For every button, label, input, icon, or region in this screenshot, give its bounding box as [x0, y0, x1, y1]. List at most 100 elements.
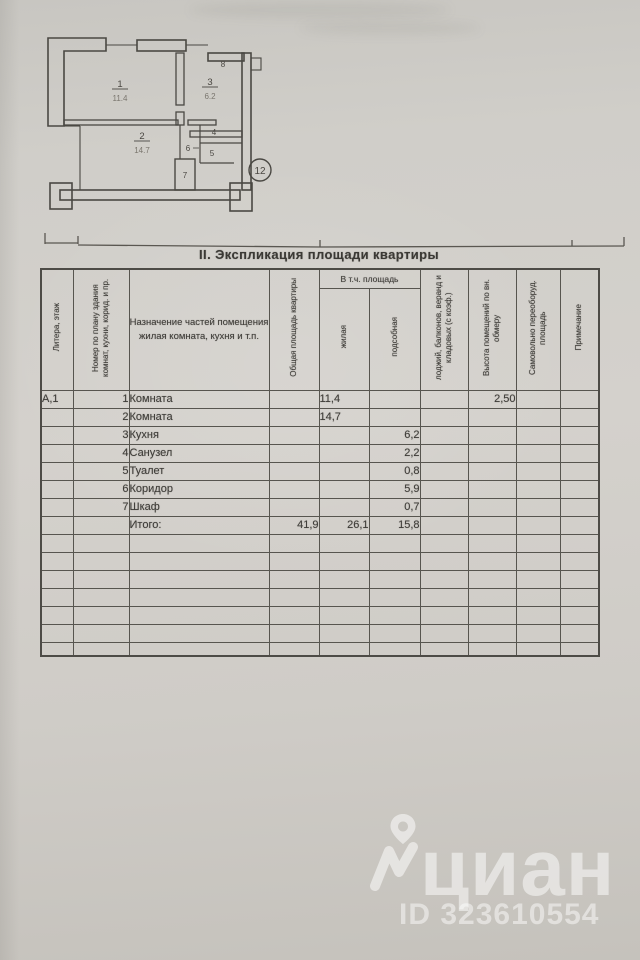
cell-podsobnaya: [368, 390, 421, 409]
col-header-note-label: Примечание: [574, 304, 584, 351]
cell-empty: [515, 606, 561, 625]
cell-samovolno: [515, 426, 561, 445]
cell-samovolno: [515, 390, 561, 409]
plan-room-6-number: 6: [186, 144, 191, 153]
cell-podsobnaya: 2,2: [368, 444, 421, 463]
cell-total: [268, 498, 320, 517]
explication-table-wrap: Литера, этаж Номер по плану здания комна…: [40, 268, 600, 657]
cell-total: [268, 408, 320, 427]
cell-empty: [559, 624, 600, 643]
cell-empty: [318, 606, 370, 625]
empty-row: [40, 642, 600, 657]
cell-empty: [559, 552, 600, 571]
cell-litera: А,1: [40, 390, 74, 409]
cell-zhilaya: [318, 480, 370, 499]
wall: [47, 37, 107, 127]
cell-empty: [318, 552, 370, 571]
col-header-height-label: Высота помещений по вн. обмеру: [482, 279, 501, 376]
cell-empty: [467, 534, 517, 553]
plan-room-3-area: 6.2: [204, 92, 216, 101]
wall: [229, 182, 253, 212]
cell-empty: [419, 624, 469, 643]
cell-empty: [128, 606, 270, 625]
col-header-litera: Литера, этаж: [40, 268, 74, 391]
cell-empty: [467, 570, 517, 589]
dimension-line: [0, 230, 640, 256]
cell-empty: [515, 588, 561, 607]
cell-name: Комната: [128, 390, 270, 409]
cell-empty: [419, 552, 469, 571]
col-header-total-area-label: Общая площадь квартиры: [289, 278, 298, 377]
cell-lodzhii: [419, 480, 469, 499]
cell-name: Кухня: [128, 426, 270, 445]
cell-samovolno: [515, 444, 561, 463]
col-header-plan-number: Номер по плану здания комнат, кухни, кор…: [72, 268, 130, 391]
cell-name: Итого:: [128, 516, 270, 535]
floor-plan-drawing: 1 11.4 2 14.7 3 6.2 4 5 6 7 8 12: [47, 37, 272, 212]
plan-room-1-number: 1: [117, 79, 122, 90]
cell-empty: [128, 552, 270, 571]
cell-empty: [72, 606, 130, 625]
watermark-id: ID 323610554: [399, 898, 600, 931]
cell-zhilaya: 14,7: [318, 408, 370, 427]
cell-empty: [268, 588, 320, 607]
col-header-loggia-label: лоджий, балконов, веранд и кладовых (с к…: [434, 275, 453, 380]
cell-empty: [515, 552, 561, 571]
cell-empty: [559, 570, 600, 589]
table-row: 3 Кухня 6,2: [40, 426, 600, 445]
col-header-living: жилая: [318, 288, 370, 391]
cell-litera: [40, 426, 74, 445]
col-header-purpose-label: Назначение частей помещения жилая комнат…: [129, 316, 269, 342]
cell-empty: [515, 570, 561, 589]
cell-litera: [40, 462, 74, 481]
cell-litera: [40, 480, 74, 499]
empty-row: [40, 588, 600, 607]
cell-empty: [128, 642, 270, 657]
cell-total: 41,9: [268, 516, 320, 535]
closet-box: [174, 158, 196, 191]
cell-num: 4: [72, 444, 130, 463]
wall: [59, 189, 241, 201]
cell-note: [559, 390, 600, 409]
cell-empty: [40, 606, 74, 625]
cell-empty: [268, 534, 320, 553]
cell-note: [559, 426, 600, 445]
cell-empty: [368, 570, 421, 589]
cell-name: Туалет: [128, 462, 270, 481]
cell-empty: [72, 588, 130, 607]
cell-litera: [40, 516, 74, 535]
cell-samovolno: [515, 516, 561, 535]
cell-note: [559, 408, 600, 427]
table-row: 2 Комната 14,7: [40, 408, 600, 427]
plan-room-2-area: 14.7: [134, 146, 150, 155]
cell-height: [467, 498, 517, 517]
cell-empty: [72, 642, 130, 657]
col-header-litera-label: Литера, этаж: [52, 303, 62, 352]
cell-note: [559, 498, 600, 517]
cell-lodzhii: [419, 516, 469, 535]
cell-height: [467, 516, 517, 535]
cell-empty: [72, 624, 130, 643]
apartment-number: 12: [254, 166, 266, 177]
cell-empty: [368, 642, 421, 657]
cell-name: Шкаф: [128, 498, 270, 517]
cell-empty: [368, 534, 421, 553]
cell-note: [559, 516, 600, 535]
cell-empty: [318, 624, 370, 643]
empty-row: [40, 570, 600, 589]
cell-name: Комната: [128, 408, 270, 427]
cell-empty: [318, 570, 370, 589]
cell-empty: [40, 570, 74, 589]
cell-empty: [515, 534, 561, 553]
col-header-living-label: жилая: [339, 325, 348, 349]
cell-empty: [515, 624, 561, 643]
cell-zhilaya: [318, 462, 370, 481]
cell-empty: [128, 534, 270, 553]
cell-note: [559, 480, 600, 499]
plan-room-3-number: 3: [207, 77, 212, 88]
cell-num: 3: [72, 426, 130, 445]
plan-room-5-number: 5: [210, 149, 215, 158]
cian-logo-zigzag-icon: [370, 842, 418, 891]
cell-num: 6: [72, 480, 130, 499]
wall: [250, 57, 262, 71]
